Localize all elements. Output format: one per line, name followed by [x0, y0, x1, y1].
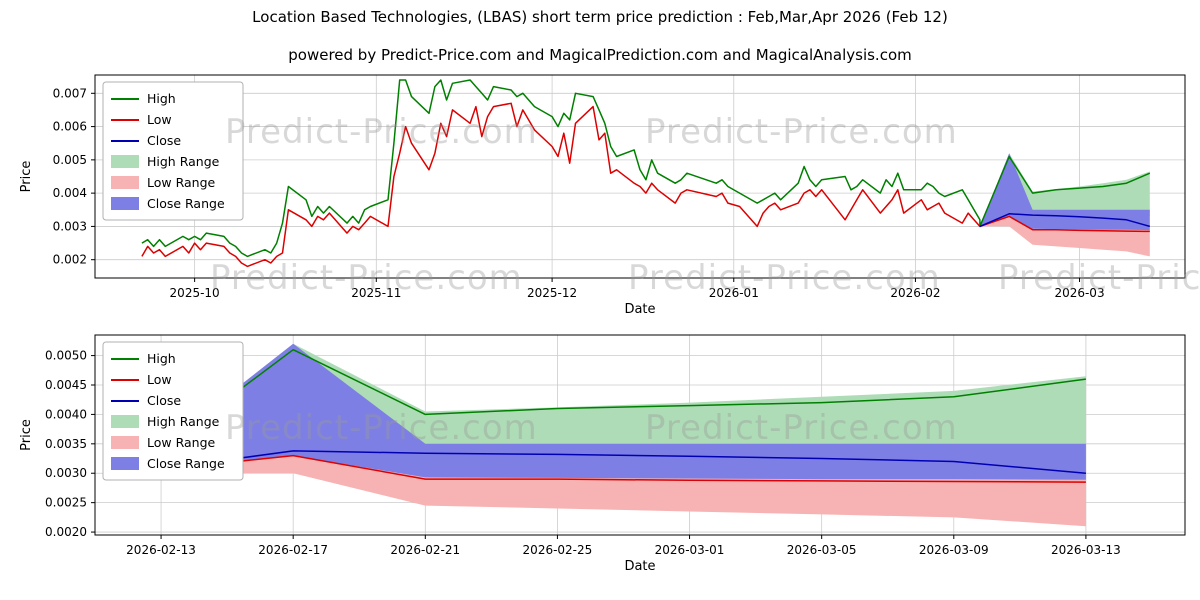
- chart-title: Location Based Technologies, (LBAS) shor…: [252, 8, 948, 26]
- legend-label: Low: [147, 112, 172, 127]
- bottom-xtick-label: 2026-03-13: [1051, 543, 1121, 557]
- top-xtick-label: 2025-11: [351, 286, 401, 300]
- bottom-ytick-label: 0.0035: [45, 437, 87, 451]
- top-ytick-label: 0.003: [53, 219, 87, 233]
- top-low_range-band: [979, 214, 1150, 257]
- top-xtick-label: 2026-01: [709, 286, 759, 300]
- top-ytick-label: 0.007: [53, 86, 87, 100]
- legend-label: Close Range: [147, 456, 225, 471]
- bottom-xlabel: Date: [624, 559, 655, 574]
- top-xtick-label: 2026-03: [1054, 286, 1104, 300]
- legend-label: High Range: [147, 154, 220, 169]
- legend-swatch-low_range: [111, 176, 139, 189]
- top-ytick-label: 0.005: [53, 153, 87, 167]
- top-close-line: [979, 213, 1151, 228]
- chart-subtitle: powered by Predict-Price.com and Magical…: [288, 46, 912, 64]
- bottom-xtick-label: 2026-02-13: [126, 543, 196, 557]
- top-low-line: [141, 102, 1150, 268]
- legend-swatch-high_range: [111, 155, 139, 168]
- bottom-xtick-label: 2026-02-17: [258, 543, 328, 557]
- bottom-xtick-label: 2026-02-25: [523, 543, 593, 557]
- legend-swatch-high_range: [111, 415, 139, 428]
- bottom-low-line: [127, 454, 1086, 483]
- legend-label: Low Range: [147, 175, 216, 190]
- top-xtick-label: 2025-12: [527, 286, 577, 300]
- bottom-frame: [94, 334, 1186, 536]
- top-ytick-label: 0.004: [53, 186, 87, 200]
- legend-label: Close: [147, 393, 181, 408]
- top-xlabel: Date: [624, 302, 655, 317]
- bottom-ytick-label: 0.0030: [45, 466, 87, 480]
- legend-label: Low: [147, 372, 172, 387]
- legend-label: Low Range: [147, 435, 216, 450]
- top-close_range-band: [979, 153, 1150, 231]
- bottom-chart: 0.0020 0.0025 0.0030 0.0035 0.0040 0.0045 0.00…: [19, 334, 1186, 574]
- bottom-ytick-label: 0.0050: [45, 349, 87, 363]
- bottom-legend: High Low Close High Range Low Range Close Ran…: [102, 341, 244, 481]
- bottom-xtick-label: 2026-03-09: [919, 543, 989, 557]
- legend-label: High: [147, 351, 176, 366]
- bottom-close_range-band: [128, 343, 1086, 480]
- bottom-ytick-label: 0.0020: [45, 525, 87, 539]
- bottom-ytick-label: 0.0045: [45, 378, 87, 392]
- bottom-xtick-label: 2026-03-01: [655, 543, 725, 557]
- bottom-close-line: [127, 450, 1086, 474]
- bottom-ylabel: Price: [19, 419, 34, 451]
- legend-label: Close Range: [147, 196, 225, 211]
- top-xtick-label: 2026-02: [890, 286, 940, 300]
- bottom-high-line: [127, 348, 1086, 474]
- bottom-xtick-label: 2026-03-05: [787, 543, 857, 557]
- top-chart: 0.002 0.003 0.004 0.005 0.006 0.007 2025-10 202…: [19, 74, 1186, 317]
- top-frame: [94, 74, 1186, 279]
- bottom-ytick-label: 0.0040: [45, 407, 87, 421]
- bottom-low_range-band: [128, 452, 1086, 527]
- top-ytick-label: 0.002: [53, 253, 87, 267]
- top-grid: [95, 75, 1185, 278]
- top-xtick-label: 2025-10: [170, 286, 220, 300]
- bottom-ytick-label: 0.0025: [45, 496, 87, 510]
- legend-swatch-close_range: [111, 197, 139, 210]
- legend-swatch-low_range: [111, 436, 139, 449]
- bottom-xtick-label: 2026-02-21: [390, 543, 460, 557]
- legend-label: Close: [147, 133, 181, 148]
- top-ytick-label: 0.006: [53, 120, 87, 134]
- top-ylabel: Price: [19, 161, 34, 193]
- legend-label: High: [147, 91, 176, 106]
- legend-label: High Range: [147, 414, 220, 429]
- legend-swatch-close_range: [111, 457, 139, 470]
- top-legend: High Low Close High Range Low Range Close Ran…: [102, 81, 244, 221]
- top-high-line: [141, 79, 1151, 258]
